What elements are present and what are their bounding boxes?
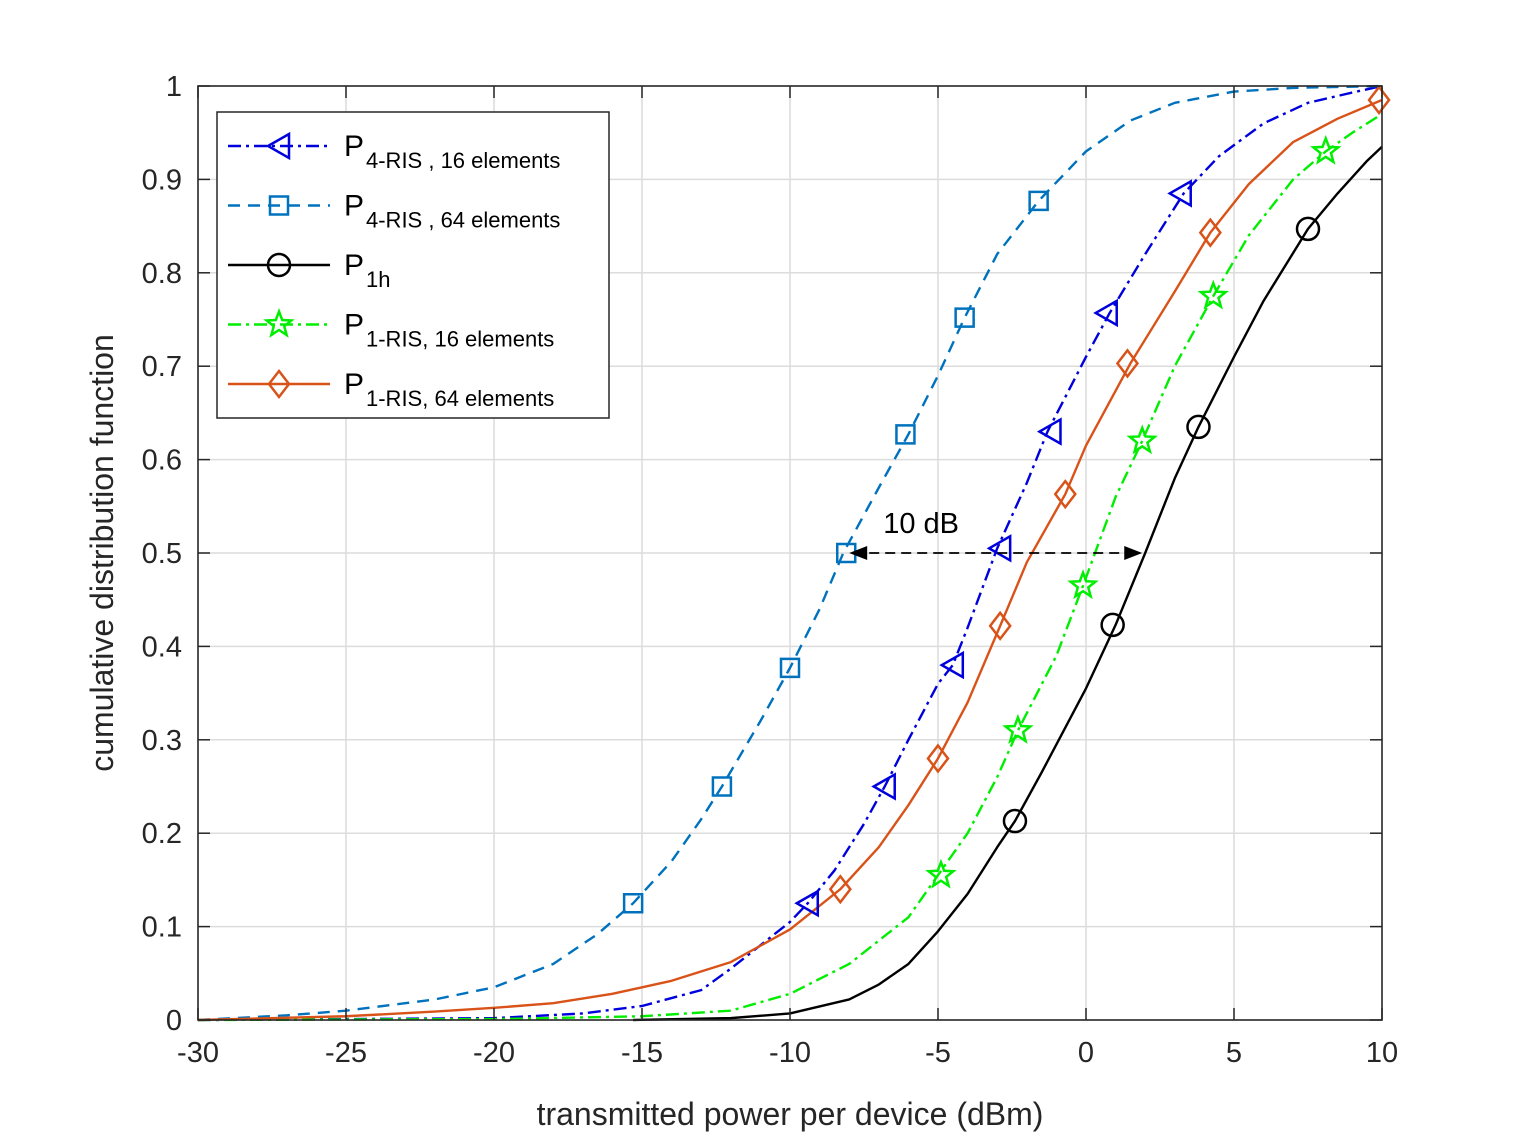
series-4-marker bbox=[926, 743, 950, 774]
y-tick-label: 0.5 bbox=[142, 538, 182, 570]
series-0-marker bbox=[1167, 179, 1192, 208]
y-tick-label: 0.7 bbox=[142, 351, 182, 383]
series-4-marker bbox=[1053, 479, 1077, 510]
grid bbox=[198, 86, 1382, 1020]
series-2-marker bbox=[1295, 216, 1321, 242]
series-4-marker bbox=[1367, 84, 1391, 116]
legend-marker-2 bbox=[266, 252, 292, 278]
series-4-marker bbox=[988, 610, 1012, 641]
series-4-marker bbox=[1198, 217, 1222, 248]
y-tick-label: 0.9 bbox=[142, 164, 182, 196]
annotation-arrowhead-right bbox=[1124, 546, 1143, 560]
series-4-marker bbox=[828, 874, 852, 905]
legend-sublabel-3: 1-RIS, 16 elements bbox=[366, 327, 554, 352]
x-axis-label: transmitted power per device (dBm) bbox=[537, 1096, 1044, 1132]
x-tick-label: -10 bbox=[769, 1037, 811, 1069]
series-2-marker bbox=[1186, 414, 1211, 440]
series-1-marker bbox=[1028, 190, 1049, 212]
series-0-marker bbox=[1093, 298, 1118, 328]
series-2-marker bbox=[1100, 612, 1125, 638]
series-0-marker bbox=[871, 772, 896, 801]
y-tick-label: 0.1 bbox=[142, 912, 182, 944]
x-tick-label: -5 bbox=[925, 1037, 951, 1069]
y-tick-label: 1 bbox=[166, 71, 182, 103]
y-tick-label: 0.4 bbox=[142, 631, 182, 663]
legend-marker-0 bbox=[265, 131, 291, 161]
series-3-marker bbox=[1002, 713, 1034, 744]
legend-label-2: P bbox=[344, 249, 364, 282]
x-tick-label: -30 bbox=[177, 1037, 219, 1069]
series-3-marker bbox=[1067, 569, 1099, 600]
series-line-4 bbox=[197, 98, 1383, 1022]
series-0-marker bbox=[1036, 417, 1062, 446]
series-3-marker bbox=[925, 858, 957, 889]
legend-label-4: P bbox=[344, 368, 364, 401]
legend-sublabel-1: 4-RIS , 64 elements bbox=[366, 208, 560, 233]
series-1-marker bbox=[895, 424, 916, 445]
annotation-10db: 10 dB bbox=[849, 508, 1143, 560]
y-tick-label: 0.6 bbox=[142, 445, 182, 477]
series-3-marker bbox=[1197, 279, 1230, 310]
x-tick-label: -15 bbox=[621, 1037, 663, 1069]
series-lines bbox=[197, 84, 1383, 1022]
x-tick-label: 5 bbox=[1226, 1037, 1242, 1069]
legend-marker-4 bbox=[267, 368, 291, 400]
y-tick-label: 0.2 bbox=[142, 818, 182, 850]
annotation-label: 10 dB bbox=[883, 508, 959, 540]
legend-label-0: P bbox=[344, 130, 364, 163]
annotation-arrowhead-left bbox=[849, 546, 868, 560]
x-tick-label: -20 bbox=[473, 1037, 515, 1069]
legend-marker-3 bbox=[263, 307, 295, 338]
series-markers bbox=[622, 84, 1391, 918]
x-tick-label: -25 bbox=[325, 1037, 367, 1069]
series-line-0 bbox=[197, 84, 1383, 1022]
legend-sublabel-2: 1h bbox=[366, 267, 390, 292]
legend-sublabel-0: 4-RIS , 16 elements bbox=[366, 148, 560, 173]
series-2-marker bbox=[1002, 808, 1028, 834]
series-0-marker bbox=[986, 534, 1012, 563]
legend-marker-1 bbox=[268, 195, 290, 216]
series-1-marker bbox=[954, 307, 975, 328]
series-line-2 bbox=[633, 145, 1383, 1022]
y-tick-label: 0 bbox=[166, 1005, 182, 1037]
series-1-marker bbox=[711, 776, 733, 797]
legend-sublabel-4: 1-RIS, 64 elements bbox=[366, 386, 554, 411]
y-axis-label: cumulative distribution function bbox=[84, 334, 120, 772]
series-3-marker bbox=[1126, 424, 1158, 455]
series-3-marker bbox=[1310, 134, 1342, 165]
legend-label-3: P bbox=[344, 309, 364, 342]
x-tick-label: 0 bbox=[1078, 1037, 1094, 1069]
series-0-marker bbox=[794, 889, 820, 918]
series-line-1 bbox=[197, 84, 1383, 1022]
series-1-marker bbox=[779, 657, 801, 679]
axis-ticks: -30 -25 -20 -15 -10 -5 0 5 10 0 0.1 0.2 0.3 0.4 0.5 0.6… bbox=[142, 71, 1398, 1069]
series-0-marker bbox=[939, 650, 965, 680]
y-tick-label: 0.8 bbox=[142, 258, 182, 290]
series-1-marker bbox=[622, 893, 644, 914]
series-4-marker bbox=[1115, 348, 1140, 379]
y-tick-label: 0.3 bbox=[142, 725, 182, 757]
legend-label-1: P bbox=[344, 190, 364, 223]
x-tick-label: 10 bbox=[1366, 1037, 1398, 1069]
series-line-3 bbox=[197, 113, 1383, 1022]
